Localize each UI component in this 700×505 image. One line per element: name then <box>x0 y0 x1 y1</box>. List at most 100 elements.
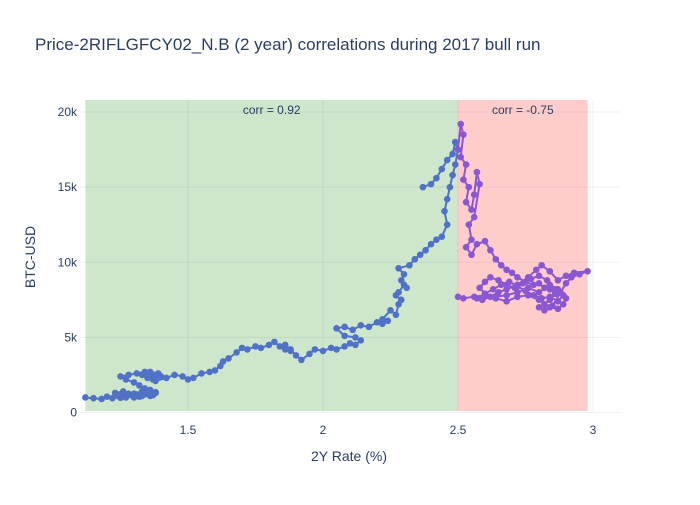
data-point <box>508 269 516 277</box>
data-point <box>535 296 543 304</box>
data-point <box>387 307 394 314</box>
data-point <box>443 156 451 164</box>
data-point <box>473 168 481 176</box>
data-point <box>487 293 494 301</box>
data-point <box>541 301 548 308</box>
data-point <box>433 174 440 182</box>
data-point <box>341 343 348 350</box>
data-point <box>400 270 408 278</box>
data-point <box>546 267 554 275</box>
data-point <box>554 305 562 313</box>
data-point <box>465 183 473 191</box>
data-point <box>141 385 149 392</box>
data-point <box>233 349 240 356</box>
data-point <box>503 281 510 289</box>
data-point <box>460 131 467 138</box>
data-point <box>519 279 527 287</box>
data-point <box>346 340 354 347</box>
x-tick-label-2: 2.5 <box>450 423 467 437</box>
data-point <box>460 176 467 183</box>
y-axis-ticks: 0 5k 10k 15k 20k <box>58 105 78 419</box>
data-point <box>454 146 462 153</box>
data-point <box>562 295 570 302</box>
data-point <box>157 373 165 380</box>
data-point <box>152 388 159 396</box>
data-point <box>252 343 259 350</box>
data-point <box>492 255 500 263</box>
data-point <box>171 371 178 379</box>
data-point <box>527 275 535 283</box>
data-point <box>576 270 583 278</box>
data-point <box>470 191 478 198</box>
data-point <box>554 276 562 284</box>
data-point <box>384 317 392 325</box>
series-layer <box>82 120 591 403</box>
data-point <box>136 382 143 389</box>
data-point <box>530 281 537 289</box>
data-point <box>398 276 405 284</box>
data-point <box>546 304 554 311</box>
data-point <box>184 376 192 383</box>
y-tick-label-1: 5k <box>64 330 78 344</box>
data-point <box>287 346 294 353</box>
data-point <box>497 261 505 269</box>
data-point <box>433 236 440 244</box>
x-tick-label-0: 1.5 <box>180 423 197 437</box>
data-point <box>462 243 470 251</box>
data-point <box>446 183 454 191</box>
data-point <box>457 153 465 161</box>
data-point <box>495 276 502 284</box>
series-0 <box>82 138 462 403</box>
data-point <box>462 198 470 206</box>
data-point <box>136 393 143 401</box>
data-point <box>416 251 424 259</box>
data-point <box>211 367 219 374</box>
data-point <box>546 293 554 301</box>
data-point <box>487 246 494 254</box>
data-point <box>541 307 548 314</box>
data-point <box>541 284 548 292</box>
data-point <box>481 278 489 286</box>
data-point <box>468 206 475 213</box>
data-point <box>327 344 335 352</box>
data-point <box>276 343 284 350</box>
data-point <box>449 171 456 179</box>
region-annotation-0: corr = 0.92 <box>243 103 301 117</box>
data-point <box>452 138 459 146</box>
data-point <box>292 352 300 359</box>
data-point <box>535 304 543 311</box>
data-point <box>349 326 357 334</box>
data-point <box>419 183 427 191</box>
data-point <box>535 279 543 287</box>
data-point <box>465 221 473 228</box>
data-point <box>503 298 510 305</box>
data-point <box>524 284 532 292</box>
data-point <box>341 323 348 331</box>
data-point <box>468 236 475 244</box>
data-point <box>462 161 470 168</box>
data-point <box>392 311 400 319</box>
data-point <box>411 255 419 263</box>
data-point <box>427 240 435 248</box>
data-point <box>554 285 562 293</box>
data-point <box>298 356 305 364</box>
data-point <box>492 293 500 301</box>
data-point <box>535 272 543 280</box>
data-point <box>562 279 570 287</box>
data-point <box>562 272 570 280</box>
region-1 <box>458 100 588 411</box>
data-point <box>373 319 381 326</box>
x-tick-label-3: 3 <box>590 423 597 437</box>
data-point <box>271 338 278 346</box>
data-point <box>449 150 456 158</box>
data-point <box>265 341 273 349</box>
data-point <box>476 180 483 188</box>
data-point <box>117 373 124 380</box>
data-point <box>560 301 567 308</box>
data-point <box>341 332 348 340</box>
data-point <box>395 264 402 272</box>
data-point <box>524 292 532 299</box>
data-point <box>311 346 319 353</box>
data-point <box>103 393 111 401</box>
